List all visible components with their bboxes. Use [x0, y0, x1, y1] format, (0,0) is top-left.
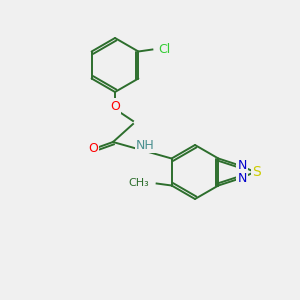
Text: CH₃: CH₃: [129, 178, 150, 188]
Text: Cl: Cl: [158, 43, 171, 56]
Text: NH: NH: [136, 139, 155, 152]
Text: N: N: [237, 159, 247, 172]
Text: N: N: [237, 172, 247, 185]
Text: O: O: [110, 100, 120, 112]
Text: S: S: [252, 165, 261, 179]
Text: O: O: [88, 142, 98, 154]
